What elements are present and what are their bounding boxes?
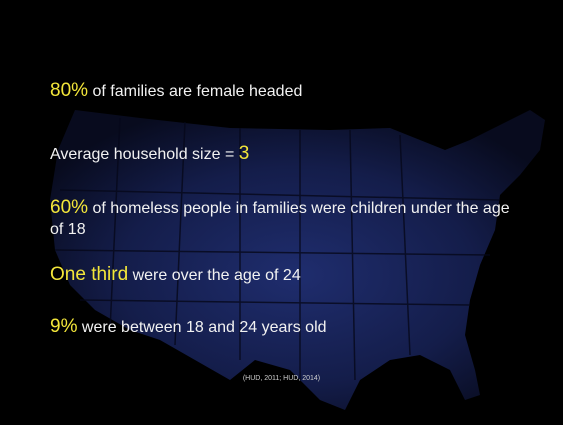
bullet-text: were between 18 and 24 years old [77, 319, 327, 336]
highlight-text: One third [50, 264, 129, 285]
bullet: One third were over the age of 24 [50, 264, 520, 286]
us-map [50, 110, 545, 410]
highlight-text: 9% [50, 316, 78, 337]
bullet-text: of families are female headed [88, 83, 303, 100]
bullet: 9% were between 18 and 24 years old [50, 316, 520, 338]
bullet-text: of homeless people in families were chil… [50, 200, 515, 238]
highlight-text: 60% [50, 197, 89, 218]
bullet: 80% of families are female headed [50, 80, 520, 102]
bullet-text: Average household size = [50, 146, 239, 163]
bullet: 60% of homeless people in families were … [50, 197, 520, 240]
bullet-text: were over the age of 24 [128, 267, 301, 284]
bullet: Average household size = 3 [50, 143, 520, 165]
highlight-text: 80% [50, 80, 89, 101]
highlight-text: 3 [238, 143, 250, 164]
citation: (HUD, 2011; HUD, 2014) [242, 375, 321, 382]
